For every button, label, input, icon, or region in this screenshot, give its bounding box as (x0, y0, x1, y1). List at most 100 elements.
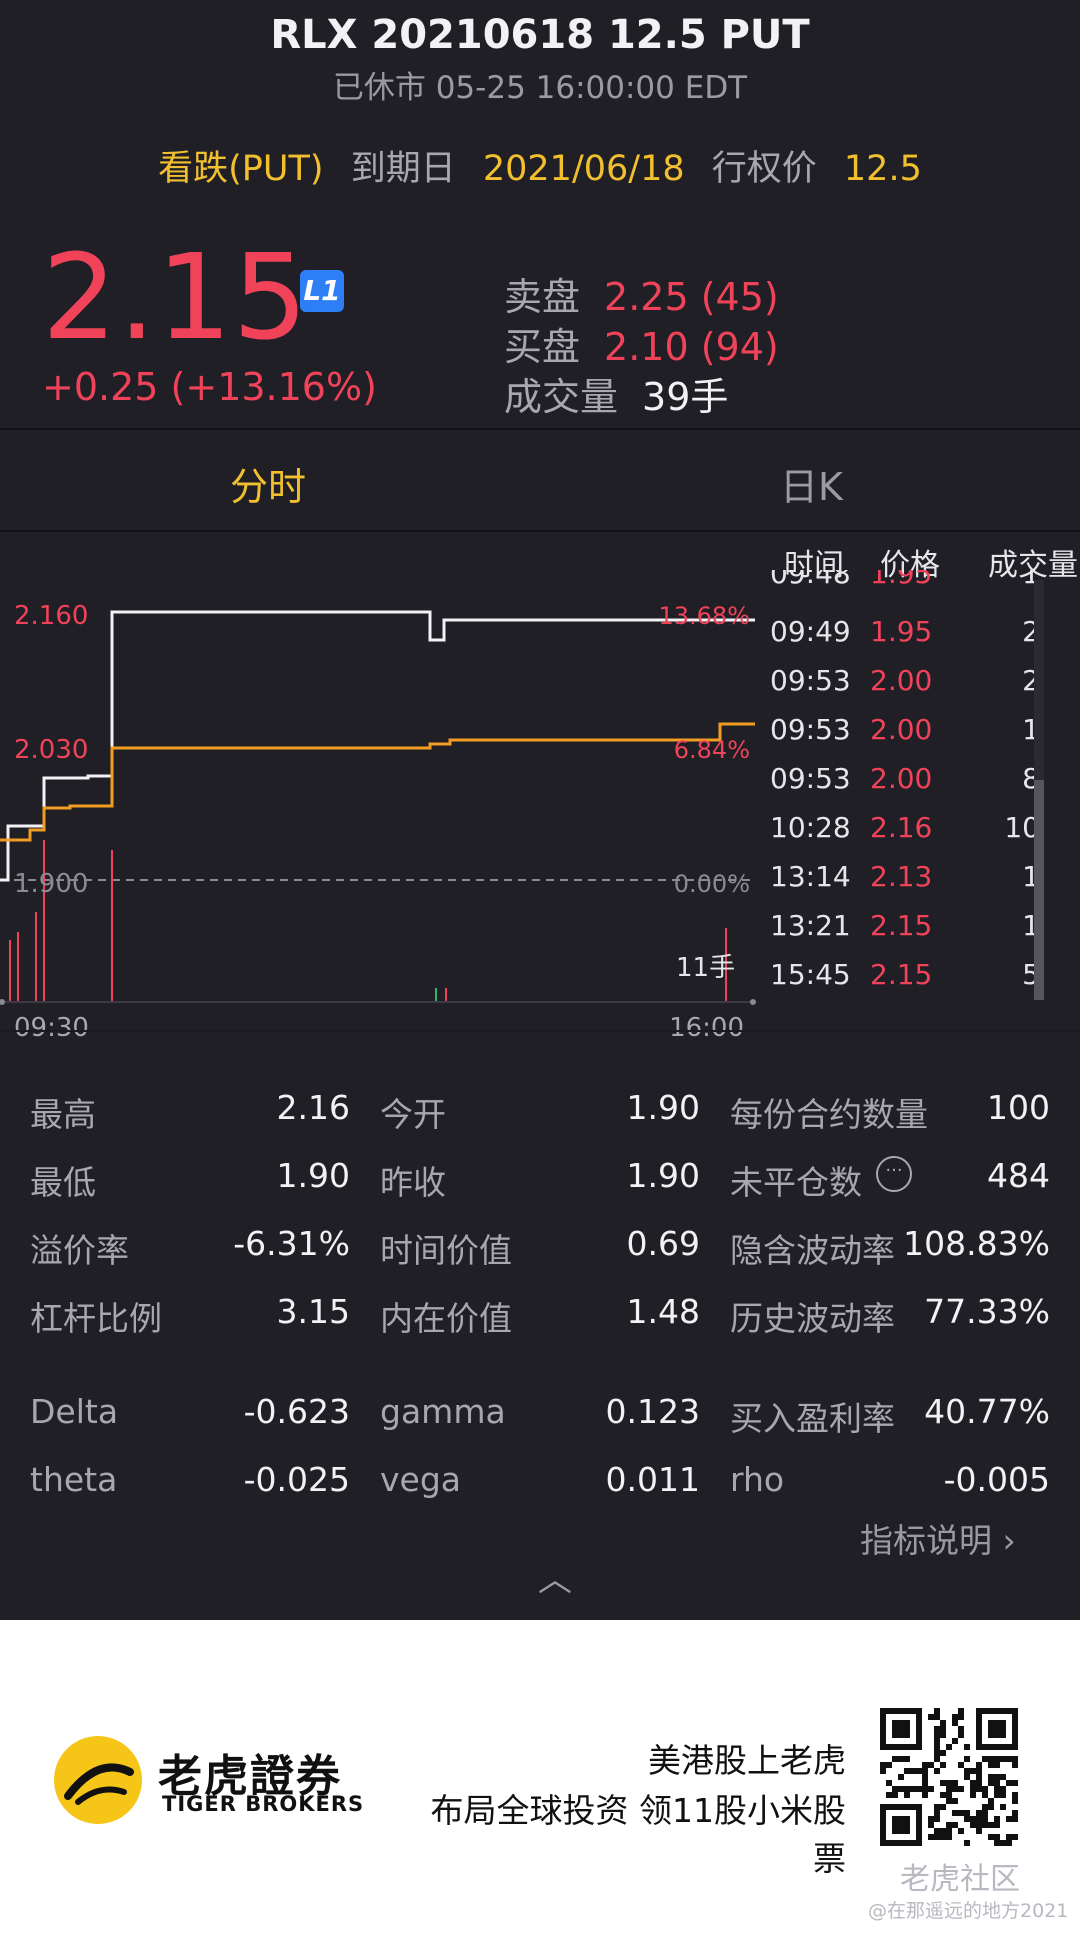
level-badge[interactable]: L1 (300, 270, 344, 312)
trade-row: 13:21 2.15 1 (770, 909, 1050, 958)
trade-time: 09:48 (770, 570, 851, 590)
ask-label: 卖盘 (504, 275, 581, 319)
stat-label: Delta (30, 1392, 119, 1431)
ask-row: 卖盘 2.25 (45) (504, 266, 779, 321)
y-label-high: 2.160 (14, 601, 88, 631)
trade-time: 09:49 (770, 615, 851, 648)
trade-price: 2.16 (870, 811, 933, 844)
user-watermark: @在那遥远的地方2021 (868, 1900, 1069, 1922)
x-label-open: 09:30 (14, 1013, 89, 1040)
bid-row: 买盘 2.10 (94) (504, 316, 779, 371)
trade-row: 09:53 2.00 1 (770, 713, 1050, 762)
strike-label: 行权价 (711, 149, 817, 189)
tiger-logo-mark (64, 1763, 134, 1805)
chart-start-dot (0, 999, 5, 1005)
stat-value: 1.90 (276, 1156, 350, 1195)
price-change: +0.25 (+13.16%) (42, 365, 377, 409)
trades-header-volume: 成交量 (988, 548, 1078, 583)
trade-price: 2.00 (870, 762, 933, 795)
stat-label: theta (30, 1460, 118, 1499)
contract-info: 看跌(PUT) 到期日 2021/06/18 行权价 12.5 (0, 140, 1080, 191)
stat-label: vega (380, 1460, 462, 1499)
stat-label: gamma (380, 1392, 506, 1431)
intraday-chart[interactable]: 2.160 2.030 1.900 13.68% 6.84% 0.00% 11手… (0, 540, 760, 1040)
stat-value: 2.16 (276, 1088, 350, 1127)
stat-value: 1.90 (626, 1156, 700, 1195)
stat-value: 40.77% (924, 1392, 1050, 1431)
more-info-icon[interactable]: ··· (876, 1156, 912, 1192)
volume-label: 成交量 (504, 375, 619, 419)
trades-scrollbar-thumb[interactable] (1034, 780, 1044, 1000)
trade-row: 10:28 2.16 10 (770, 811, 1050, 860)
stat-value: 1.48 (626, 1292, 700, 1331)
trade-row: 09:49 1.95 2 (770, 615, 1050, 664)
avg-price-line (0, 722, 755, 842)
stat-label: 时间价值 (380, 1231, 512, 1270)
trade-price: 2.00 (870, 664, 933, 697)
divider (0, 1030, 1080, 1032)
stat-value: -0.005 (943, 1460, 1050, 1499)
stat-value: 1.90 (626, 1088, 700, 1127)
trade-price: 1.95 (870, 615, 933, 648)
trade-price: 2.15 (870, 909, 933, 942)
stat-value: -0.623 (243, 1392, 350, 1431)
stat-label: 隐含波动率 (730, 1231, 895, 1270)
stat-value: 0.123 (605, 1392, 700, 1431)
stat-label: 最高 (30, 1095, 96, 1134)
trade-row: 15:45 2.15 5 (770, 958, 1050, 1007)
ask-value: 2.25 (45) (604, 275, 779, 319)
trade-time: 09:53 (770, 713, 851, 746)
volume-value: 39手 (642, 375, 729, 419)
stat-value: 77.33% (924, 1292, 1050, 1331)
pct-label-mid: 6.84% (674, 736, 750, 764)
stat-label: 未平仓数 (730, 1163, 862, 1202)
bid-label: 买盘 (504, 325, 581, 369)
stat-label: 每份合约数量 (730, 1095, 928, 1134)
trades-header-price: 价格 (880, 548, 940, 583)
brand-name-cn: 老虎證券 (158, 1751, 342, 1802)
price-line (0, 610, 755, 882)
trade-time: 09:53 (770, 762, 851, 795)
stat-value: 108.83% (903, 1224, 1050, 1263)
option-type: 看跌(PUT) (158, 149, 324, 189)
market-status: 已休市 05-25 16:00:00 EDT (332, 70, 748, 106)
stat-label: 内在价值 (380, 1299, 512, 1338)
stat-label: 溢价率 (30, 1231, 129, 1270)
community-watermark: 老虎社区 (900, 1862, 1020, 1897)
tiger-logo-icon (54, 1736, 142, 1824)
trade-row: 09:48 1.95 1 (770, 570, 1050, 594)
y-label-mid: 2.030 (14, 735, 88, 765)
stat-value: 484 (987, 1156, 1050, 1195)
stat-label: rho (730, 1460, 785, 1499)
last-price: 2.15 (42, 228, 309, 366)
stat-label: 买入盈利率 (730, 1399, 895, 1438)
trade-time: 10:28 (770, 811, 851, 844)
brand-name-en: TIGER BROKERS (162, 1792, 365, 1816)
stat-label: 昨收 (380, 1163, 446, 1202)
bid-value: 2.10 (94) (604, 325, 779, 369)
slogan-line-2: 布局全球投资 领11股小米股票 (430, 1791, 846, 1878)
stat-label: 历史波动率 (730, 1299, 895, 1338)
collapse-caret-icon[interactable]: ︿ (538, 1560, 572, 1600)
expiry-label: 到期日 (350, 149, 456, 189)
stat-value: 0.69 (626, 1224, 700, 1263)
stat-label: 今开 (380, 1095, 446, 1134)
trade-time: 09:53 (770, 664, 851, 697)
trade-row: 09:53 2.00 8 (770, 762, 1050, 811)
y-label-base: 1.900 (14, 869, 88, 899)
strike-value: 12.5 (843, 149, 922, 189)
volume-bars (9, 840, 727, 1002)
tab-intraday[interactable]: 分时 (230, 465, 307, 509)
pct-label-base: 0.00% (674, 870, 750, 898)
divider (0, 530, 1080, 532)
stat-value: 100 (987, 1088, 1050, 1127)
stat-value: -0.025 (243, 1460, 350, 1499)
stat-label: 最低 (30, 1163, 96, 1202)
tab-daily-k[interactable]: 日K (780, 465, 843, 509)
trade-price: 2.00 (870, 713, 933, 746)
page-title: RLX 20210618 12.5 PUT (270, 12, 810, 58)
trade-price: 2.13 (870, 860, 933, 893)
stat-value: 0.011 (605, 1460, 700, 1499)
trade-time: 15:45 (770, 958, 851, 991)
indicator-explain-link[interactable]: 指标说明 › (860, 1521, 1016, 1560)
